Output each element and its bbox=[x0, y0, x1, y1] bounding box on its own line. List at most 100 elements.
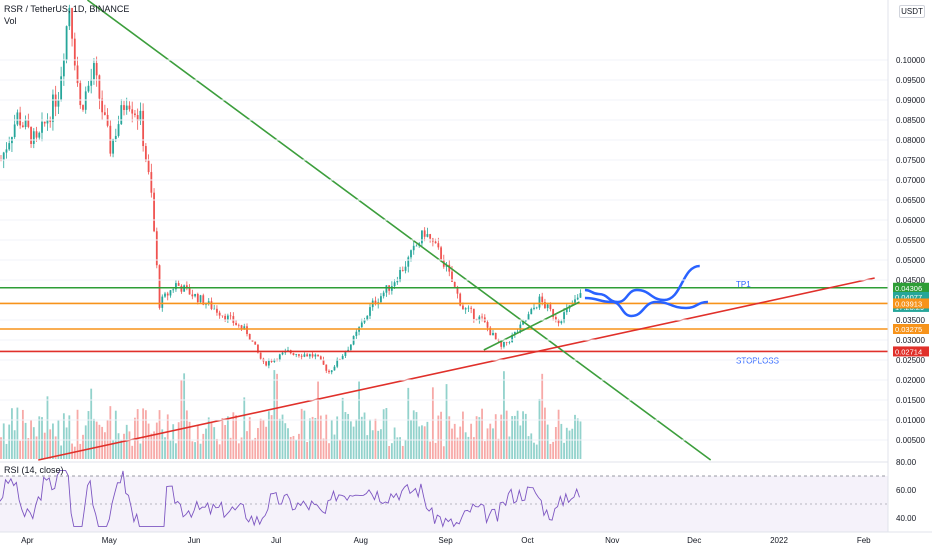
volume-bar bbox=[478, 417, 481, 459]
candle-body bbox=[136, 115, 139, 121]
candle-body bbox=[330, 370, 333, 373]
volume-bar bbox=[308, 418, 311, 459]
candle-body bbox=[303, 354, 306, 357]
y-tick-label: 0.08500 bbox=[896, 116, 925, 125]
candle-body bbox=[235, 322, 237, 325]
candle-body bbox=[254, 341, 257, 345]
candle-body bbox=[336, 359, 339, 367]
candle-body bbox=[298, 354, 300, 356]
volume-bar bbox=[98, 424, 101, 459]
candle-body bbox=[185, 285, 188, 288]
candle-body bbox=[322, 359, 325, 365]
volume-bar bbox=[472, 437, 475, 459]
volume-bar bbox=[21, 409, 24, 459]
candle-body bbox=[82, 105, 84, 110]
volume-bar bbox=[287, 428, 289, 459]
volume-bar bbox=[139, 443, 142, 459]
candle-body bbox=[314, 354, 317, 357]
volume-bar bbox=[221, 418, 224, 459]
volume-bar bbox=[295, 439, 298, 459]
y-tick-label: 0.05000 bbox=[896, 256, 925, 265]
volume-bar bbox=[142, 408, 145, 459]
candle-body bbox=[84, 91, 87, 110]
volume-bar bbox=[412, 410, 415, 459]
volume-bar bbox=[568, 430, 571, 459]
volume-bar bbox=[470, 423, 473, 459]
price-label-box bbox=[893, 291, 929, 302]
volume-bar bbox=[2, 423, 5, 459]
candle-body bbox=[576, 297, 579, 300]
candle-body bbox=[355, 331, 358, 336]
currency-button[interactable]: USDT bbox=[899, 5, 925, 18]
candle-body bbox=[380, 296, 382, 303]
volume-bar bbox=[371, 430, 374, 459]
y-tick-label: 0.06000 bbox=[896, 216, 925, 225]
price-label-box bbox=[893, 298, 929, 309]
candle-body bbox=[24, 120, 27, 127]
candle-body bbox=[229, 315, 232, 317]
volume-bar bbox=[16, 407, 19, 459]
volume-bar bbox=[325, 414, 328, 459]
volume-bar bbox=[328, 443, 330, 459]
volume-bar bbox=[224, 425, 227, 459]
volume-bar bbox=[243, 397, 246, 459]
volume-bar bbox=[380, 429, 382, 459]
volume-bar bbox=[281, 414, 284, 459]
candle-body bbox=[30, 126, 32, 144]
candle-body bbox=[43, 121, 46, 124]
candle-body bbox=[453, 281, 456, 287]
volume-bar bbox=[172, 424, 175, 459]
volume-label: Vol bbox=[4, 16, 17, 26]
candle-body bbox=[492, 332, 494, 336]
volume-bar bbox=[106, 419, 109, 459]
candle-body bbox=[557, 319, 560, 324]
candle-body bbox=[49, 120, 52, 122]
candle-body bbox=[295, 354, 298, 355]
volume-bar bbox=[60, 445, 63, 459]
volume-bar bbox=[374, 418, 377, 459]
candle-body bbox=[300, 355, 303, 357]
y-tick-label: 0.06500 bbox=[896, 196, 925, 205]
volume-bar bbox=[377, 430, 380, 459]
x-tick-label: Feb bbox=[857, 536, 871, 545]
candle-body bbox=[240, 325, 243, 329]
candle-body bbox=[257, 344, 259, 353]
volume-bar bbox=[451, 428, 453, 459]
volume-bar bbox=[62, 413, 65, 459]
volume-bar bbox=[158, 410, 161, 459]
candle-body bbox=[150, 172, 153, 193]
volume-bar bbox=[30, 419, 32, 459]
volume-bar bbox=[445, 384, 448, 459]
candle-body bbox=[535, 307, 538, 309]
y-tick-label: 0.10000 bbox=[896, 56, 925, 65]
candle-body bbox=[21, 125, 24, 127]
volume-bar bbox=[267, 411, 270, 459]
volume-bar bbox=[524, 413, 527, 459]
candle-body bbox=[333, 366, 336, 371]
volume-bar bbox=[549, 443, 552, 459]
volume-bar bbox=[322, 438, 325, 459]
rsi-tick-label: 40.00 bbox=[896, 514, 917, 523]
volume-bar bbox=[404, 439, 407, 459]
candle-body bbox=[139, 110, 142, 121]
candle-body bbox=[306, 354, 309, 357]
volume-bar bbox=[314, 417, 317, 459]
candle-body bbox=[549, 304, 552, 310]
volume-bar bbox=[511, 416, 514, 459]
projection-path bbox=[584, 264, 700, 304]
volume-bar bbox=[423, 426, 426, 459]
candle-body bbox=[292, 353, 295, 355]
candle-body bbox=[103, 112, 106, 115]
candle-body bbox=[60, 76, 63, 100]
volume-bar bbox=[205, 428, 207, 459]
y-tick-label: 0.09500 bbox=[896, 76, 925, 85]
candle-body bbox=[533, 307, 535, 309]
candle-body bbox=[175, 283, 177, 290]
volume-bar bbox=[246, 431, 248, 459]
volume-bar bbox=[128, 431, 131, 459]
volume-bar bbox=[235, 415, 237, 459]
volume-bar bbox=[240, 437, 243, 459]
candle-body bbox=[202, 295, 205, 305]
